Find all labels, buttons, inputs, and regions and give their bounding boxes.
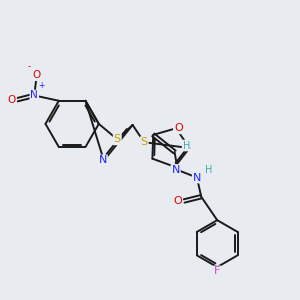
Text: S: S xyxy=(114,134,121,144)
Text: O: O xyxy=(174,123,183,133)
Text: O: O xyxy=(8,95,16,105)
Text: O: O xyxy=(173,196,182,206)
Text: +: + xyxy=(39,81,45,90)
Text: O: O xyxy=(32,70,40,80)
Text: N: N xyxy=(99,155,107,166)
Text: N: N xyxy=(30,90,38,100)
Text: N: N xyxy=(193,172,201,182)
Text: N: N xyxy=(171,165,180,175)
Text: F: F xyxy=(214,266,220,276)
Text: -: - xyxy=(28,62,31,71)
Text: H: H xyxy=(205,165,212,175)
Text: S: S xyxy=(141,137,148,147)
Text: H: H xyxy=(183,140,190,151)
